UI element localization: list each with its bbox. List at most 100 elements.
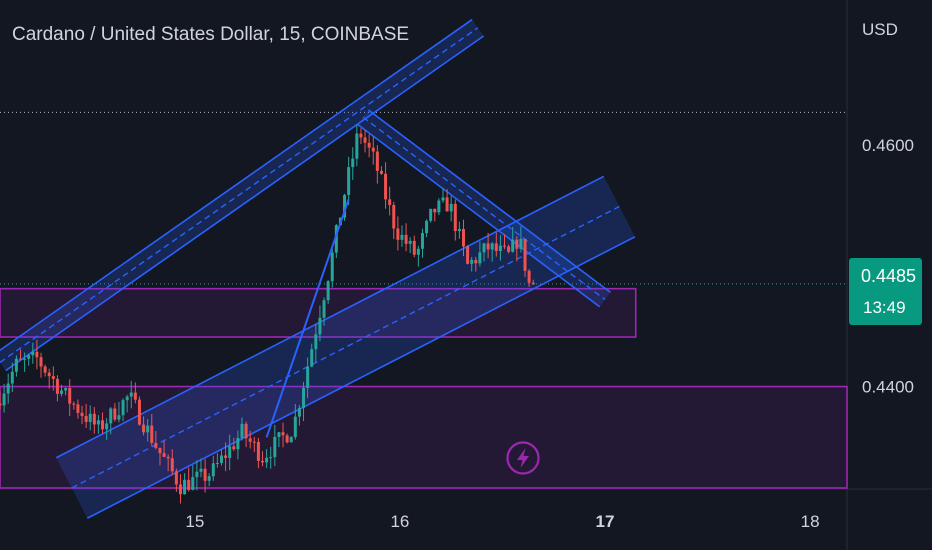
candle-body bbox=[400, 234, 404, 240]
candle-body bbox=[347, 167, 351, 195]
candle-body bbox=[55, 378, 59, 394]
candle-body bbox=[388, 199, 392, 205]
x-tick-label-4: 18 bbox=[801, 512, 820, 531]
candle-body bbox=[191, 477, 195, 490]
candle-body bbox=[261, 460, 265, 463]
candle-body bbox=[178, 484, 182, 495]
candle-body bbox=[10, 371, 14, 384]
x-tick-label-3: 17 bbox=[596, 512, 615, 531]
candle-body bbox=[384, 173, 388, 200]
candle-body bbox=[113, 408, 117, 420]
candle-body bbox=[453, 203, 457, 232]
currency-label: USD bbox=[862, 20, 898, 39]
candle-body bbox=[441, 197, 445, 201]
falling-channel-midline bbox=[362, 116, 606, 301]
candle-body bbox=[252, 441, 256, 443]
candle-body bbox=[371, 147, 375, 152]
candle-body bbox=[425, 220, 429, 234]
candle-body bbox=[334, 225, 338, 253]
candle-body bbox=[318, 317, 322, 335]
candle-body bbox=[133, 392, 137, 400]
candle-body bbox=[129, 392, 133, 397]
candle-body bbox=[466, 246, 470, 264]
candle-body bbox=[224, 455, 228, 458]
candle-body bbox=[367, 142, 371, 148]
candle-body bbox=[293, 416, 297, 438]
candle-body bbox=[109, 408, 113, 424]
candle-body bbox=[174, 471, 178, 485]
candle-body bbox=[236, 437, 240, 450]
falling-channel-edge-b bbox=[367, 109, 611, 294]
candle-body bbox=[39, 357, 43, 367]
candle-body bbox=[527, 270, 531, 283]
candle-body bbox=[64, 388, 68, 391]
candle-body bbox=[314, 334, 318, 350]
x-tick-label-2: 16 bbox=[390, 512, 409, 531]
candle-body bbox=[105, 423, 109, 430]
candle-body bbox=[219, 455, 223, 463]
candle-body bbox=[273, 436, 277, 458]
candle-body bbox=[158, 447, 162, 454]
candle-body bbox=[146, 425, 150, 433]
candle-body bbox=[101, 420, 105, 430]
candle-body bbox=[498, 245, 502, 251]
candle-body bbox=[183, 479, 187, 495]
candle-body bbox=[84, 415, 88, 422]
candle-body bbox=[215, 462, 219, 464]
candle-body bbox=[248, 438, 252, 442]
candle-body bbox=[507, 246, 511, 252]
y-tick-label-1: 0.4600 bbox=[862, 136, 914, 155]
candle-body bbox=[478, 252, 482, 264]
candle-body bbox=[310, 349, 314, 367]
candle-body bbox=[412, 240, 416, 255]
candle-body bbox=[515, 239, 519, 249]
candle-body bbox=[330, 252, 334, 282]
candle-body bbox=[343, 194, 347, 218]
candle-body bbox=[207, 476, 211, 481]
candle-body bbox=[285, 435, 289, 443]
candle-body bbox=[322, 300, 326, 318]
candle-body bbox=[2, 393, 6, 406]
candle-body bbox=[43, 366, 47, 373]
lightning-icon[interactable] bbox=[506, 441, 540, 475]
rising-channel-upper bbox=[0, 18, 485, 372]
candle-body bbox=[211, 463, 215, 477]
candle-body bbox=[297, 407, 301, 417]
candle-body bbox=[51, 376, 55, 379]
candle-body bbox=[379, 170, 383, 174]
rising-channel-upper-edge-b bbox=[0, 18, 473, 352]
candle-body bbox=[470, 259, 474, 264]
candle-body bbox=[27, 355, 31, 359]
rising-channel-lower-fill bbox=[56, 176, 635, 519]
candle-body bbox=[76, 404, 80, 413]
candle-body bbox=[289, 437, 293, 443]
candle-body bbox=[228, 446, 232, 458]
rising-channel-upper-fill bbox=[0, 19, 484, 371]
candle-body bbox=[142, 424, 146, 433]
candle-body bbox=[375, 151, 379, 171]
candle-body bbox=[187, 479, 191, 490]
candle-body bbox=[445, 197, 449, 212]
falling-channel bbox=[357, 109, 611, 308]
candle-body bbox=[306, 366, 310, 388]
candle-body bbox=[244, 423, 248, 439]
candle-body bbox=[392, 204, 396, 229]
trend-line bbox=[265, 198, 350, 438]
candle-body bbox=[269, 457, 273, 459]
candle-body bbox=[80, 412, 84, 416]
candle-body bbox=[14, 358, 18, 372]
candle-body bbox=[408, 240, 412, 244]
candle-body bbox=[166, 456, 170, 459]
candle-body bbox=[68, 388, 72, 404]
candle-body bbox=[162, 453, 166, 457]
candle-body bbox=[396, 228, 400, 240]
falling-channel-edge-a bbox=[357, 123, 601, 308]
candle-body bbox=[35, 351, 39, 358]
candle-body bbox=[60, 390, 64, 394]
last-price-tag: 0.4485 13:49 bbox=[849, 258, 922, 325]
zone-rect-2 bbox=[0, 385, 848, 489]
candle-body bbox=[404, 234, 408, 244]
candle-body bbox=[531, 282, 535, 285]
